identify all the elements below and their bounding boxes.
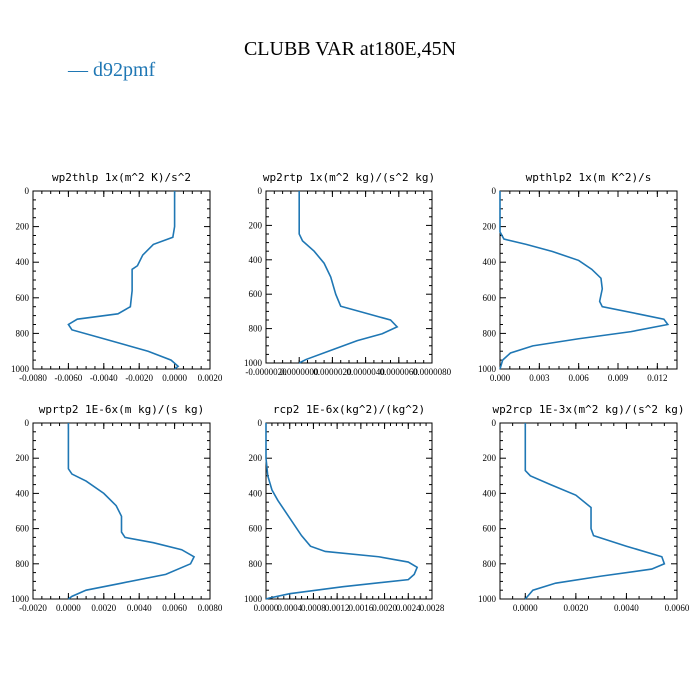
x-tick-label: 0.009 [608, 373, 629, 383]
panel-2: wp2rtp 1x(m^2 kg)/(s^2 kg)0 200 400 600 800 1… [244, 171, 452, 377]
panel-title: rcp2 1E-6x(kg^2)/(kg^2) [273, 403, 425, 416]
x-tick-label: 0.0060 [162, 603, 187, 613]
plot-frame [265, 422, 433, 600]
panel-3: wpthlp2 1x(m K^2)/s020040060080010000.00… [478, 171, 678, 383]
x-tick-label: 0.003 [529, 373, 550, 383]
y-tick-label: 400 [16, 257, 30, 267]
y-tick-label: 200 [483, 222, 497, 232]
y-tick-label: 400 [483, 488, 497, 498]
y-tick-label: 200 [16, 222, 30, 232]
series-line [67, 423, 196, 600]
plot-frame [499, 190, 678, 370]
x-tick-label: 0.0024 [396, 603, 421, 613]
y-tick-label: 600 [16, 524, 30, 534]
y-tick-label: 0 [258, 186, 263, 196]
x-tick-label: 0.0020 [372, 603, 397, 613]
x-tick-label: -0.0080 [19, 373, 47, 383]
y-tick-label: 0 [492, 418, 497, 428]
x-tick-label: 0.0020 [91, 603, 116, 613]
panel-title: wp2rtp 1x(m^2 kg)/(s^2 kg) [263, 171, 435, 184]
y-tick-label: 600 [16, 293, 30, 303]
y-tick-label: 0 [25, 418, 30, 428]
figure-title: CLUBB VAR at180E,45N [244, 38, 456, 60]
plot-frame [499, 422, 678, 600]
y-tick-label: 600 [483, 524, 497, 534]
x-tick-label: 0.0040 [614, 603, 639, 613]
x-tick-label: 0.0060 [665, 603, 690, 613]
y-tick-label: 800 [483, 328, 497, 338]
series-line [67, 191, 180, 370]
y-tick-label: 600 [483, 293, 497, 303]
y-tick-label: 1000 [478, 594, 497, 604]
panels: wp2thlp 1x(m^2 K)/s^202004006008001000-0… [11, 171, 690, 613]
y-tick-label: 0 [25, 186, 30, 196]
series-line [524, 423, 666, 600]
panel-title: wp2rcp 1E-3x(m^2 kg)/(s^2 kg) [492, 403, 684, 416]
x-tick-label: 0.006 [569, 373, 590, 383]
y-tick-label: 0 [492, 186, 497, 196]
panel-5: rcp2 1E-6x(kg^2)/(kg^2) 0 200 400 600 800 1000… [244, 403, 445, 613]
y-tick-label: 800 [16, 328, 30, 338]
panel-title: wprtp2 1E-6x(m kg)/(s kg) [39, 403, 205, 416]
plot-frame [32, 422, 211, 600]
x-tick-label: 0.0020 [198, 373, 223, 383]
x-tick-label: 0.0028 [420, 603, 445, 613]
x-tick-label: 0.0004 [277, 603, 302, 613]
y-tick-label: 0 [258, 418, 263, 428]
x-tick-label: 0.0008 [301, 603, 326, 613]
y-tick-label: 200 [16, 453, 30, 463]
panel-4: wprtp2 1E-6x(m kg)/(s kg) 0 200 400 600 800 10… [11, 403, 223, 613]
y-tick-label: 1000 [244, 594, 263, 604]
y-tick-label: 800 [249, 324, 263, 334]
legend-entry: — d92pmf [67, 59, 156, 81]
y-tick-label: 600 [249, 289, 263, 299]
x-tick-label: 0.0012 [325, 603, 350, 613]
y-tick-label: 800 [483, 559, 497, 569]
panel-6: wp2rcp 1E-3x(m^2 kg)/(s^2 kg) 0 200 400 600 8… [478, 403, 690, 613]
x-tick-label: 0.0000000 [280, 367, 319, 377]
series-line [298, 191, 399, 364]
x-tick-label: 0.0080 [198, 603, 223, 613]
y-tick-label: 1000 [11, 594, 30, 604]
plot-frame [265, 190, 433, 364]
y-tick-label: 200 [483, 453, 497, 463]
x-tick-label: 0.0000040 [346, 367, 385, 377]
x-tick-label: 0.0000 [162, 373, 187, 383]
y-tick-label: 1000 [244, 358, 263, 368]
y-tick-label: 1000 [11, 364, 30, 374]
x-tick-label: -0.0020 [125, 373, 153, 383]
y-tick-label: 400 [249, 255, 263, 265]
x-tick-label: 0.0016 [348, 603, 373, 613]
panel-title: wpthlp2 1x(m K^2)/s [526, 171, 652, 184]
y-tick-label: 800 [249, 559, 263, 569]
x-tick-label: 0.012 [647, 373, 667, 383]
y-tick-label: 400 [249, 488, 263, 498]
panel-1: wp2thlp 1x(m^2 K)/s^202004006008001000-0… [11, 171, 223, 383]
series-line [265, 423, 419, 600]
y-tick-label: 800 [16, 559, 30, 569]
x-tick-label: 0.0000060 [380, 367, 419, 377]
plot-frame [32, 190, 211, 370]
x-tick-label: -0.0040 [90, 373, 118, 383]
x-tick-label: -0.0060 [55, 373, 83, 383]
x-tick-label: -0.0000020 [245, 367, 287, 377]
x-tick-label: 0.0000 [513, 603, 538, 613]
y-tick-label: 400 [16, 488, 30, 498]
x-tick-label: -0.0020 [19, 603, 47, 613]
y-tick-label: 600 [249, 524, 263, 534]
y-tick-label: 1000 [478, 364, 497, 374]
x-tick-label: 0.0000020 [313, 367, 352, 377]
x-tick-label: 0.0000 [56, 603, 81, 613]
y-tick-label: 400 [483, 257, 497, 267]
x-tick-label: 0.0000080 [413, 367, 452, 377]
x-tick-label: 0.0040 [127, 603, 152, 613]
x-tick-label: 0.000 [490, 373, 511, 383]
y-tick-label: 200 [249, 220, 263, 230]
x-tick-label: 0.0020 [563, 603, 588, 613]
y-tick-label: 200 [249, 453, 263, 463]
panel-title: wp2thlp 1x(m^2 K)/s^2 [52, 171, 191, 184]
x-tick-label: 0.0000 [254, 603, 279, 613]
series-line [499, 191, 670, 370]
